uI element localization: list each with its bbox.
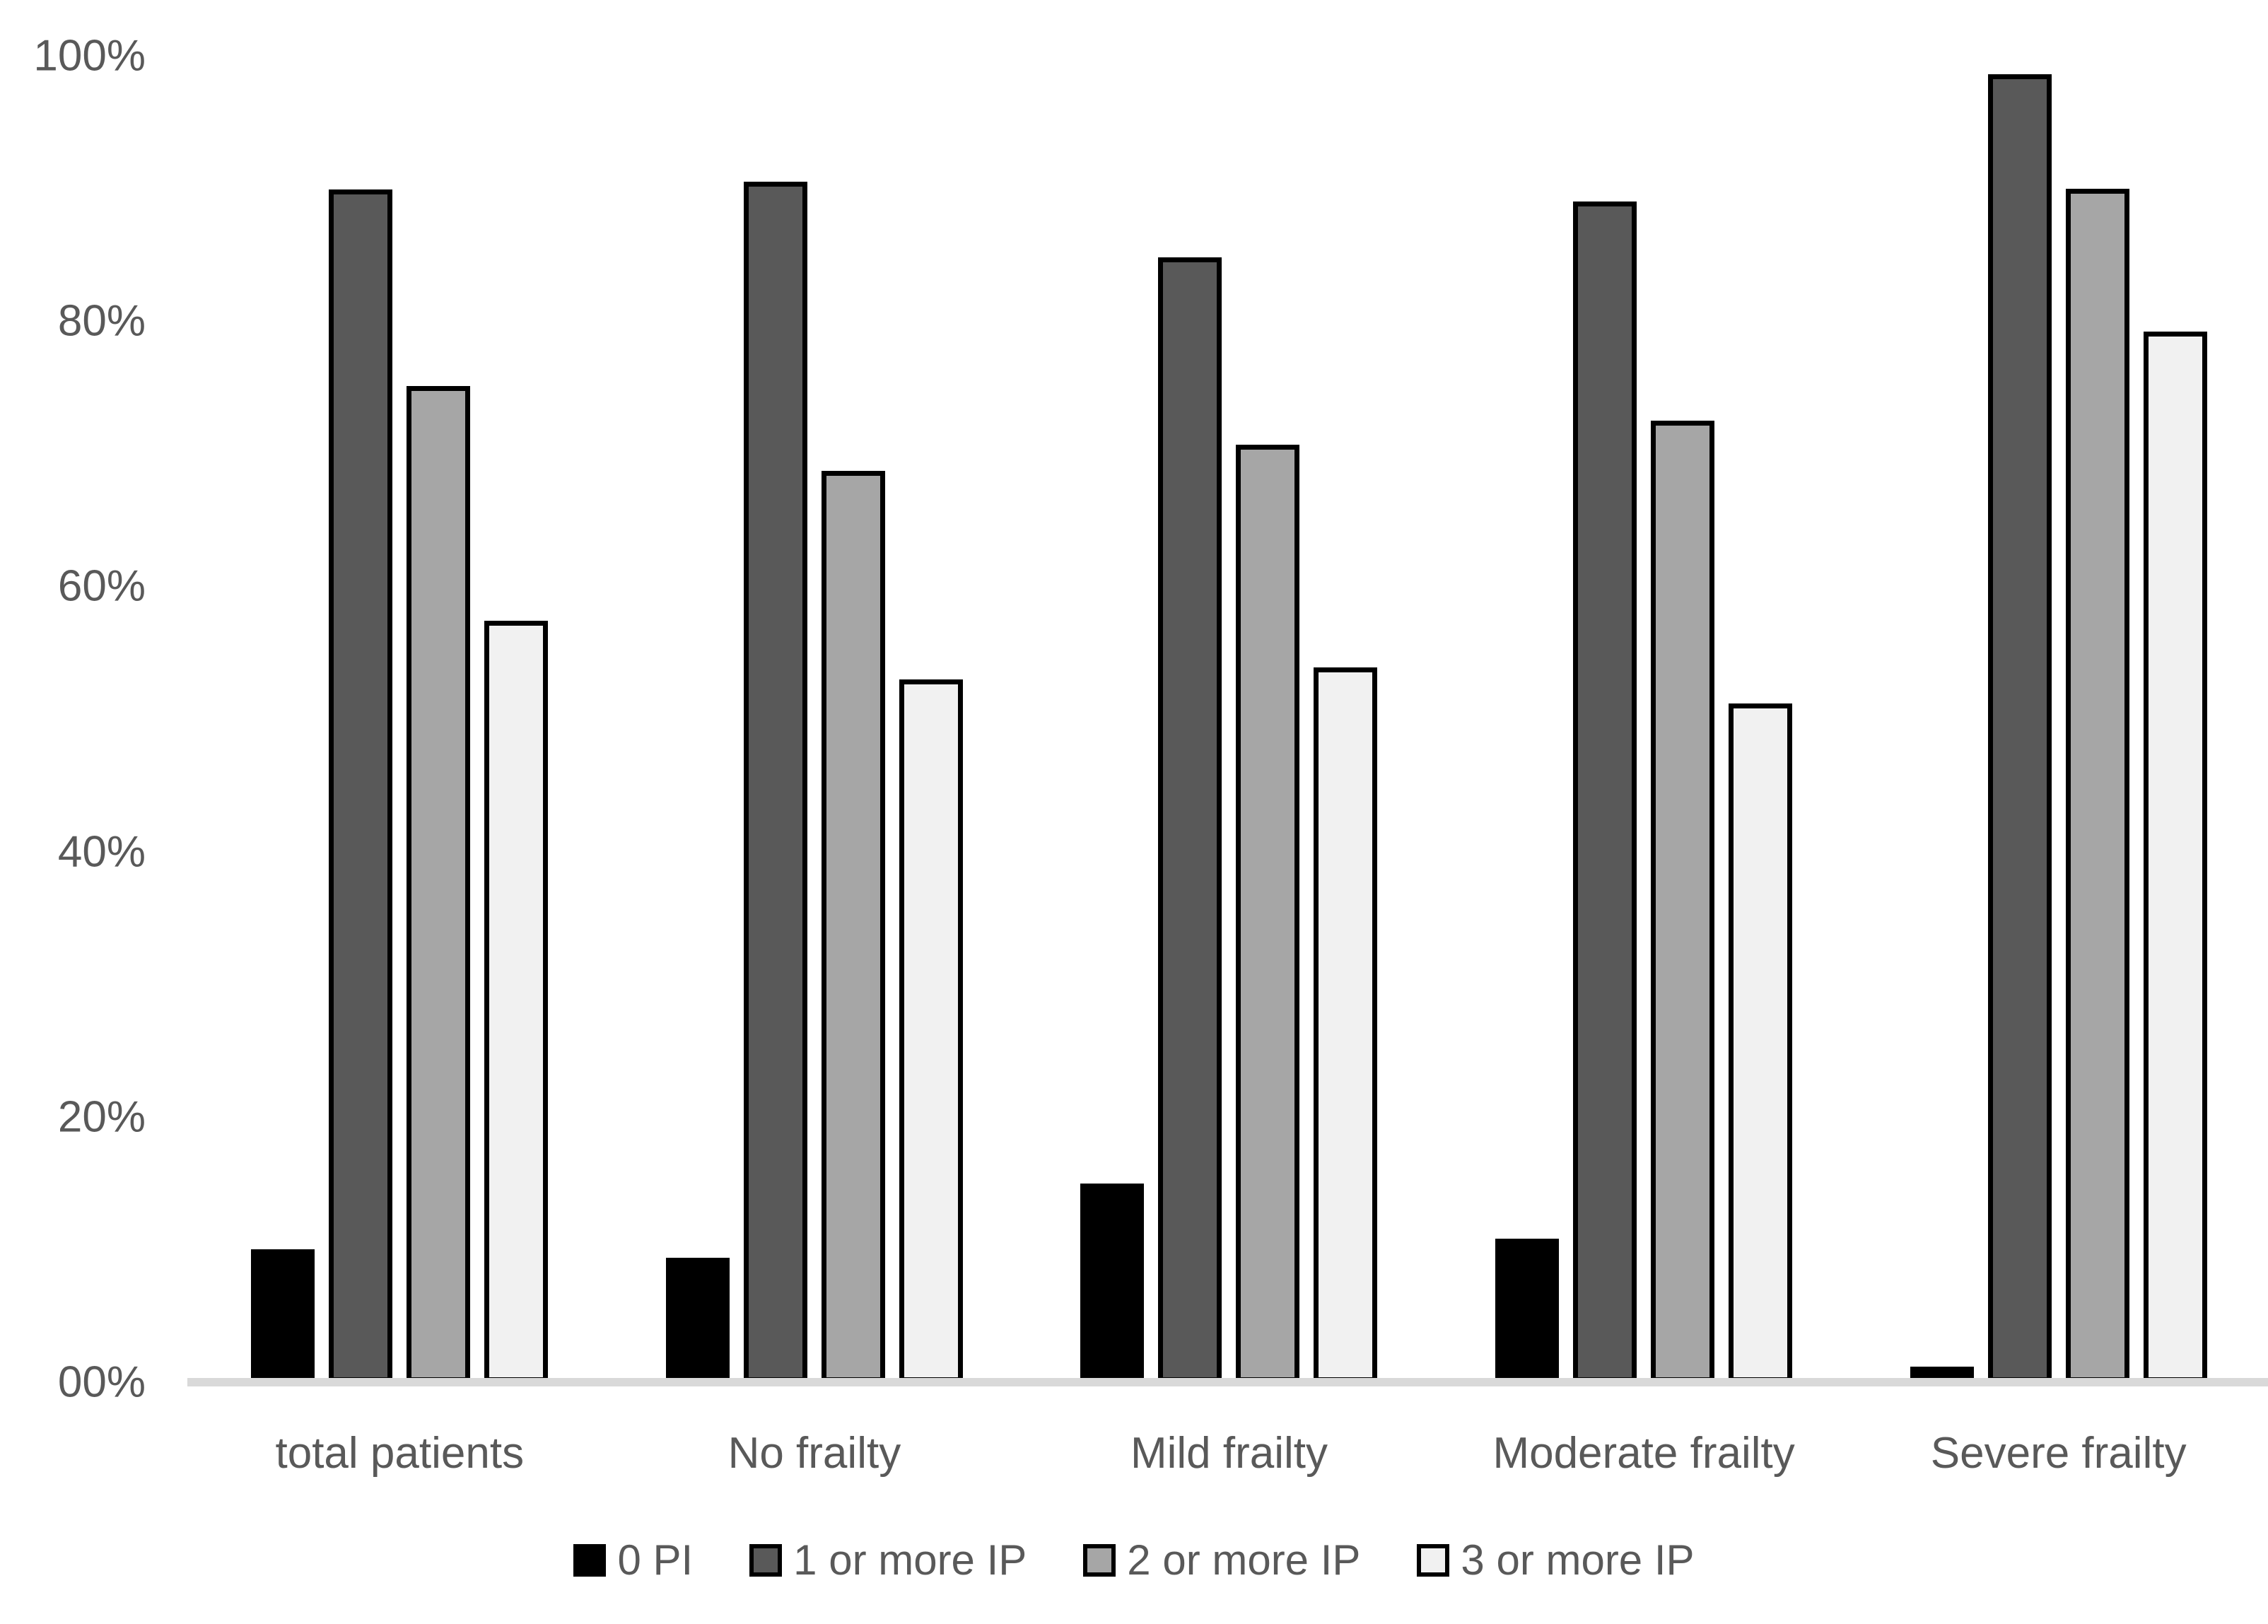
bar-3-or-more-ip bbox=[1729, 703, 1793, 1382]
bar-1-or-more-ip bbox=[1158, 257, 1222, 1382]
legend-swatch bbox=[573, 1543, 607, 1577]
category-label: Mild frailty bbox=[1130, 1429, 1328, 1478]
category-label: Severe frailty bbox=[1930, 1429, 2187, 1478]
bar-2-or-more-ip bbox=[407, 386, 471, 1382]
bar-3-or-more-ip bbox=[2143, 332, 2207, 1382]
legend-item: 1 or more IP bbox=[749, 1536, 1027, 1584]
bar-2-or-more-ip bbox=[1651, 420, 1715, 1382]
y-axis-tick-label: 00% bbox=[57, 1357, 146, 1407]
bar-0-pi bbox=[1495, 1239, 1560, 1382]
bar-1-or-more-ip bbox=[329, 189, 393, 1382]
legend-swatch bbox=[749, 1543, 783, 1577]
bar-0-pi bbox=[665, 1257, 730, 1382]
bar-0-pi bbox=[1080, 1183, 1145, 1382]
legend-item: 0 PI bbox=[573, 1536, 693, 1584]
bar-group-severe-frailty bbox=[1851, 56, 2266, 1382]
x-axis-category-labels: total patients No frailty Mild frailty Mode… bbox=[192, 1428, 2266, 1478]
y-axis-tick-label: 40% bbox=[57, 827, 146, 877]
bar-1-or-more-ip bbox=[743, 182, 807, 1382]
legend-label: 1 or more IP bbox=[793, 1536, 1027, 1584]
bar-0-pi bbox=[251, 1249, 315, 1382]
legend-label: 3 or more IP bbox=[1461, 1536, 1695, 1584]
plot-area bbox=[192, 56, 2266, 1382]
category-label: Moderate frailty bbox=[1492, 1429, 1795, 1478]
bar-2-or-more-ip bbox=[1236, 444, 1300, 1382]
bar-group-no-frailty bbox=[607, 56, 1022, 1382]
category-label: No frailty bbox=[727, 1429, 901, 1478]
bar-2-or-more-ip bbox=[821, 471, 885, 1382]
bar-group-mild-frailty bbox=[1022, 56, 1437, 1382]
bar-2-or-more-ip bbox=[2065, 188, 2129, 1382]
bar-group-total-patients bbox=[192, 56, 607, 1382]
bar-1-or-more-ip bbox=[1987, 74, 2052, 1382]
legend-swatch bbox=[1083, 1543, 1116, 1577]
bar-3-or-more-ip bbox=[899, 679, 963, 1382]
y-axis-tick-label: 60% bbox=[57, 561, 146, 611]
y-axis-tick-label: 80% bbox=[57, 296, 146, 346]
legend-label: 2 or more IP bbox=[1127, 1536, 1361, 1584]
legend-item: 3 or more IP bbox=[1417, 1536, 1695, 1584]
y-axis-tick-label: 100% bbox=[33, 31, 146, 81]
bar-1-or-more-ip bbox=[1573, 201, 1637, 1382]
bar-group-moderate-frailty bbox=[1437, 56, 1852, 1382]
x-axis-line bbox=[187, 1378, 2268, 1386]
legend-item: 2 or more IP bbox=[1083, 1536, 1360, 1584]
category-label: total patients bbox=[275, 1429, 525, 1478]
bar-3-or-more-ip bbox=[484, 621, 549, 1382]
bar-3-or-more-ip bbox=[1314, 667, 1378, 1382]
legend-swatch bbox=[1417, 1543, 1450, 1577]
y-axis-tick-label: 20% bbox=[57, 1092, 146, 1142]
legend: 0 PI 1 or more IP 2 or more IP 3 or more IP bbox=[0, 1536, 2268, 1584]
legend-label: 0 PI bbox=[617, 1536, 694, 1584]
